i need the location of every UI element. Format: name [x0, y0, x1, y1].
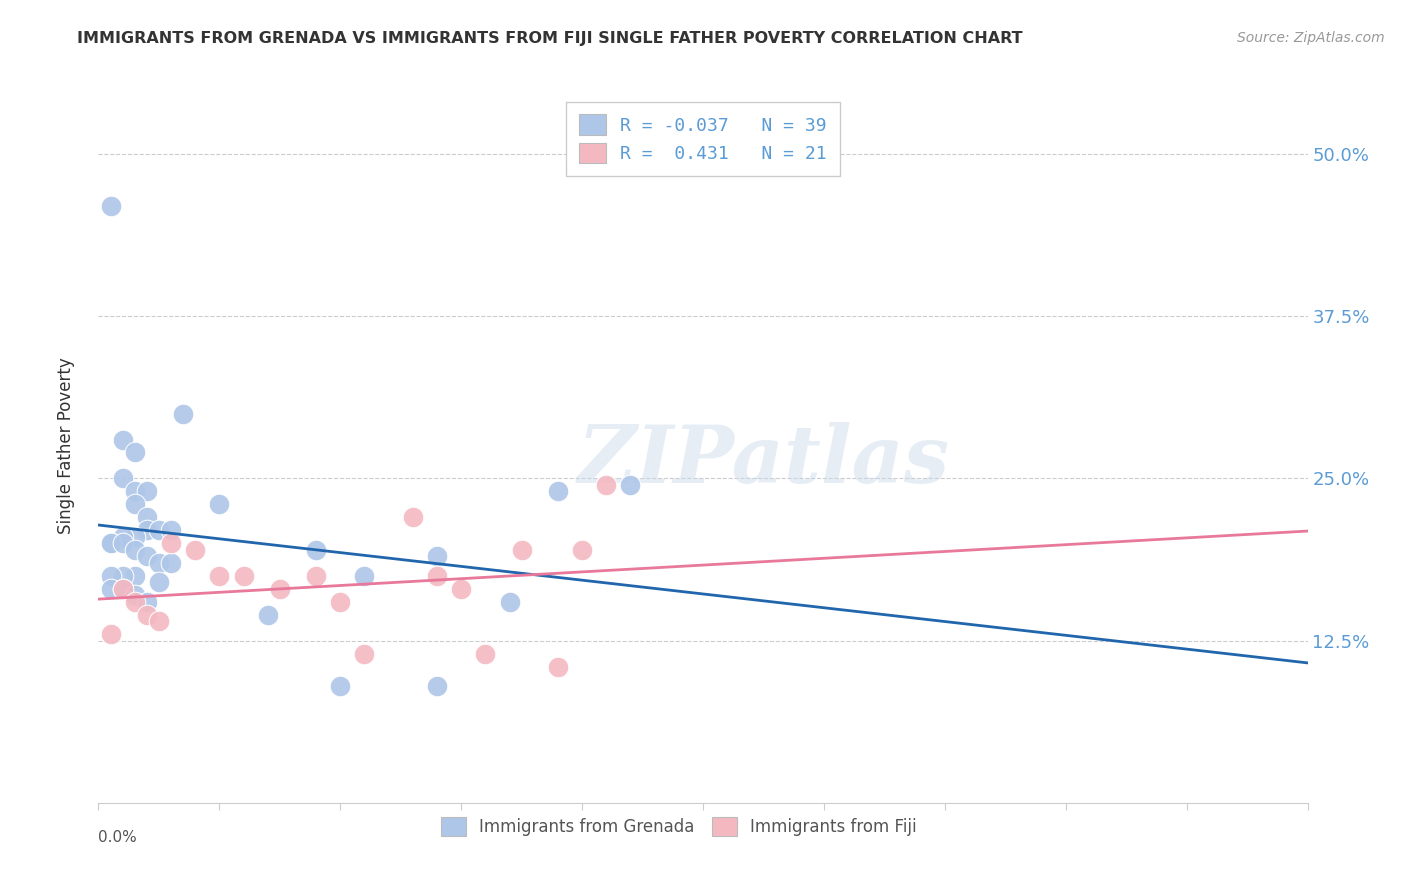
Point — [256, 607, 278, 622]
Point — [595, 478, 617, 492]
Point — [100, 536, 122, 550]
Point — [100, 536, 122, 550]
Point — [111, 471, 134, 485]
Point — [547, 484, 569, 499]
Point — [474, 647, 496, 661]
Point — [148, 575, 170, 590]
Point — [269, 582, 291, 596]
Text: ZIPatlas: ZIPatlas — [578, 422, 949, 499]
Point — [135, 484, 157, 499]
Point — [111, 582, 134, 596]
Point — [100, 627, 122, 641]
Point — [124, 588, 146, 602]
Point — [135, 549, 157, 564]
Point — [148, 524, 170, 538]
Text: IMMIGRANTS FROM GRENADA VS IMMIGRANTS FROM FIJI SINGLE FATHER POVERTY CORRELATIO: IMMIGRANTS FROM GRENADA VS IMMIGRANTS FR… — [77, 31, 1024, 46]
Point — [124, 595, 146, 609]
Point — [135, 524, 157, 538]
Point — [450, 582, 472, 596]
Y-axis label: Single Father Poverty: Single Father Poverty — [56, 358, 75, 534]
Point — [571, 542, 593, 557]
Point — [124, 497, 146, 511]
Point — [135, 607, 157, 622]
Point — [547, 659, 569, 673]
Point — [124, 530, 146, 544]
Point — [426, 568, 449, 582]
Point — [111, 433, 134, 447]
Point — [305, 542, 328, 557]
Point — [148, 556, 170, 570]
Point — [111, 568, 134, 582]
Point — [135, 595, 157, 609]
Point — [160, 556, 183, 570]
Point — [208, 497, 231, 511]
Point — [426, 549, 449, 564]
Point — [148, 614, 170, 628]
Text: Source: ZipAtlas.com: Source: ZipAtlas.com — [1237, 31, 1385, 45]
Point — [402, 510, 425, 524]
Point — [135, 510, 157, 524]
Point — [619, 478, 641, 492]
Point — [160, 536, 183, 550]
Point — [426, 679, 449, 693]
Point — [353, 647, 375, 661]
Point — [124, 568, 146, 582]
Point — [353, 568, 375, 582]
Point — [208, 568, 231, 582]
Point — [510, 542, 533, 557]
Legend: Immigrants from Grenada, Immigrants from Fiji: Immigrants from Grenada, Immigrants from… — [429, 805, 928, 848]
Point — [172, 407, 194, 421]
Point — [329, 595, 352, 609]
Point — [111, 582, 134, 596]
Point — [498, 595, 520, 609]
Point — [124, 542, 146, 557]
Point — [329, 679, 352, 693]
Point — [160, 524, 183, 538]
Point — [232, 568, 254, 582]
Point — [184, 542, 207, 557]
Point — [111, 530, 134, 544]
Point — [111, 536, 134, 550]
Text: 0.0%: 0.0% — [98, 830, 138, 845]
Point — [305, 568, 328, 582]
Point — [100, 199, 122, 213]
Point — [100, 568, 122, 582]
Point — [100, 582, 122, 596]
Point — [124, 445, 146, 459]
Point — [124, 484, 146, 499]
